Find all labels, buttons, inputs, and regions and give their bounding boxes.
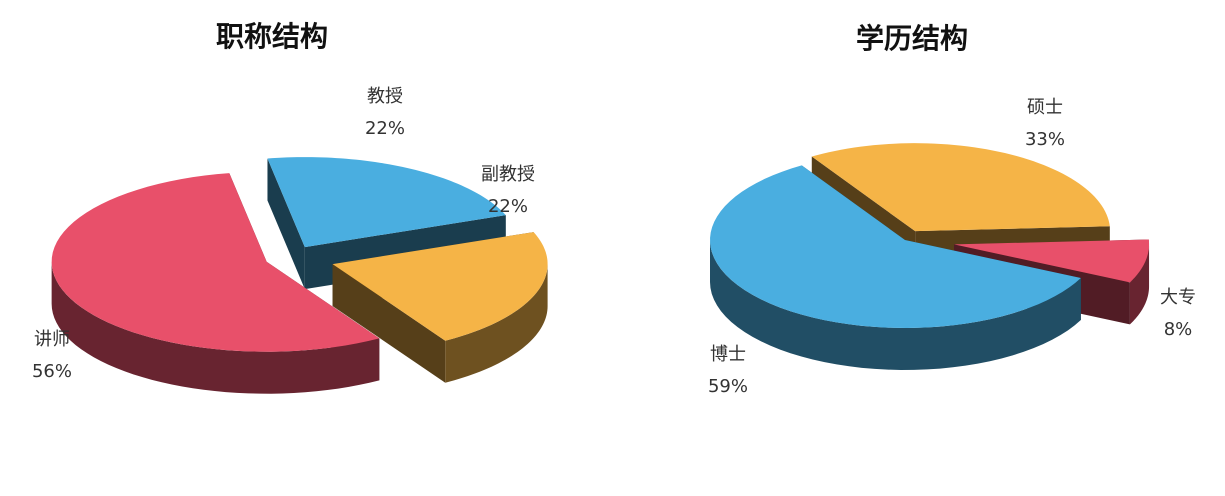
slice-wall	[332, 264, 446, 383]
slice-side	[710, 240, 1081, 370]
slice-side	[1129, 244, 1150, 325]
slice	[51, 173, 380, 352]
value-label: 22%	[488, 196, 528, 217]
slice-label: 硕士	[1027, 97, 1063, 118]
slice	[954, 239, 1150, 283]
value-label: 8%	[1164, 319, 1193, 340]
slice	[710, 165, 1081, 328]
slice-wall	[267, 158, 305, 290]
slice-label: 副教授	[481, 164, 535, 185]
slice-label: 讲师	[34, 329, 70, 350]
value-label: 59%	[708, 376, 748, 397]
slice	[332, 232, 548, 341]
slice-label: 大专	[1160, 287, 1196, 308]
slice	[267, 157, 506, 248]
slice	[811, 143, 1110, 232]
value-label: 22%	[365, 118, 405, 139]
slice-side	[51, 261, 380, 394]
value-label: 56%	[32, 361, 72, 382]
value-label: 33%	[1025, 129, 1065, 150]
chart-title: 学历结构	[856, 22, 968, 55]
slice-label: 博士	[710, 344, 746, 365]
slice-side	[445, 264, 548, 383]
chart-title: 职称结构	[216, 20, 328, 53]
slice-label: 教授	[367, 86, 403, 107]
